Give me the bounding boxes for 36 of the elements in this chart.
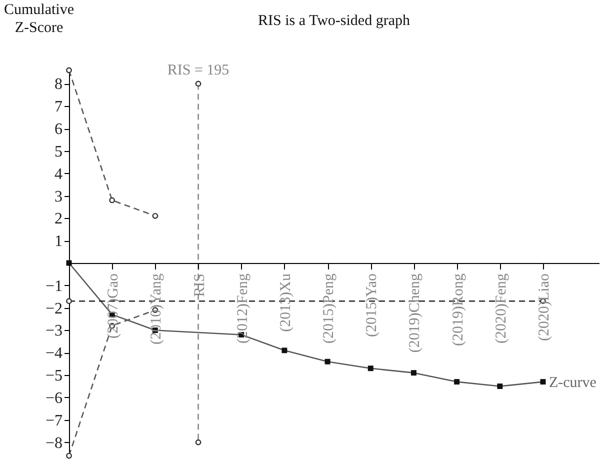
y-tick-label: −4 (45, 345, 62, 362)
y-tick-label: 2 (54, 210, 62, 228)
y-tick-label: 1 (54, 233, 62, 250)
x-tick-label: RIS (192, 274, 208, 297)
y-tick-label: −6 (45, 390, 62, 407)
x-tick-label: (2019)Rong (450, 273, 466, 346)
x-tick-label: (2020)Liao (536, 274, 552, 341)
point (66, 67, 72, 74)
y-tick-label: −3 (45, 322, 62, 340)
x-tick-label: (2015)Yao (364, 274, 380, 337)
y-tick-label: 8 (54, 76, 62, 94)
x-tick-label: (2012)Feng (234, 273, 251, 344)
x-tick-label: (2019)Cheng (407, 273, 424, 353)
series-label: RIS = 195 (167, 62, 230, 79)
x-tick-label: (2015)Peng (321, 273, 338, 344)
x-tick-label: (2013)Xu (278, 273, 294, 332)
x-tick-label: (2007)Gao (106, 274, 122, 338)
y-tick-label: 4 (54, 166, 62, 183)
point (109, 197, 116, 204)
y-tick-label: −1 (45, 278, 62, 295)
chart-title: RIS is a Two-sided graph (258, 13, 410, 29)
y-tick-label: −2 (45, 300, 62, 318)
y-tick-label: −5 (45, 368, 62, 385)
y-tick-label: −7 (45, 412, 62, 430)
x-tick-label: (2010)Yang (148, 273, 165, 344)
y-tick-label: 3 (54, 188, 62, 206)
point (66, 452, 72, 459)
y-tick-label: 5 (54, 143, 62, 160)
y-axis-title: Cumulative Z-Score (4, 2, 74, 36)
x-tick-label: (2020)Feng (493, 273, 510, 344)
y-tick-label: −8 (45, 434, 62, 452)
series-label: Z-curve (548, 374, 597, 391)
y-tick-label: 6 (54, 121, 62, 138)
point (152, 212, 158, 219)
point (66, 298, 72, 304)
y-tick-label: 7 (54, 98, 62, 116)
